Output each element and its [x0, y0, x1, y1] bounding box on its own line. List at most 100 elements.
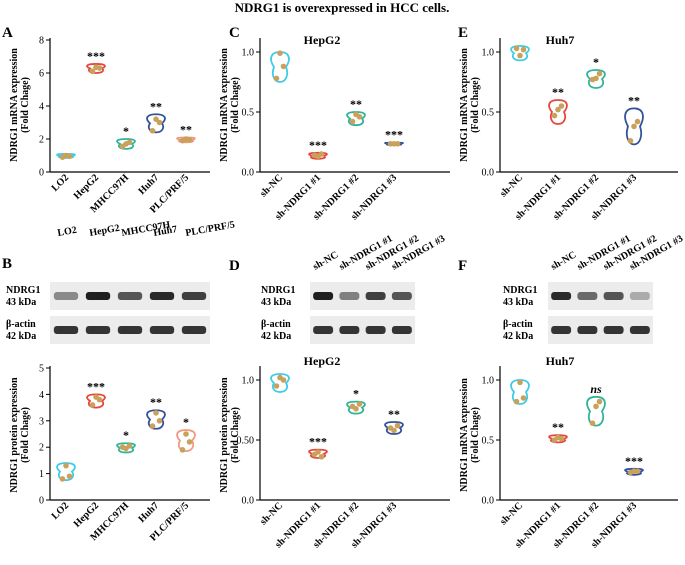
data-point-b-4	[183, 431, 189, 437]
significance-a-4: **	[180, 122, 192, 136]
y-tick-label-b: 2	[39, 443, 44, 454]
data-point-f-2	[589, 420, 596, 427]
violin-d-0	[270, 373, 290, 393]
y-tick-label-b: 3	[39, 416, 44, 427]
data-point-c-3	[394, 141, 401, 147]
data-point-d-0	[273, 383, 280, 389]
y-axis-label-a: NDRG1 mRNA expression	[9, 48, 20, 162]
chart-e: 0.0 0.5 1.0 NDRG1 mRNA expression (Fold Chag…	[459, 38, 678, 222]
violin-f-1	[548, 434, 568, 444]
data-point-d-3	[391, 427, 397, 434]
blot-lane-label-d-0: sh-NC	[311, 249, 340, 272]
data-point-e-1	[555, 106, 561, 113]
subtitle-c: HepG2	[304, 33, 341, 47]
blot-band-f-row1-3	[629, 292, 650, 300]
data-point-c-2	[356, 114, 363, 120]
category-label-b-3: Huh7	[136, 500, 161, 525]
blot-lane-label-f-0: sh-NC	[549, 249, 578, 272]
category-label-e-0: sh-NC	[498, 172, 525, 199]
data-point-f-3	[634, 468, 641, 475]
violin-e-1	[548, 99, 568, 125]
significance-c-3: ***	[385, 128, 403, 142]
panel-label-e: E	[458, 25, 468, 41]
violin-a-4	[176, 136, 196, 144]
blot-label-ndrg1-f: NDRG1	[503, 285, 537, 296]
blot-kda-ndrg1-d: 43 kDa	[261, 297, 291, 308]
blot-band-b-row2-1	[85, 326, 111, 334]
data-point-e-3	[634, 118, 641, 125]
panel-label-f: F	[458, 258, 467, 274]
blot-band-f-row2-2	[603, 326, 624, 334]
y-tick-label-c: 1.0	[242, 48, 255, 59]
y-tick-label-a: 0	[39, 168, 44, 179]
blot-kda-ndrg1-b: 43 kDa	[6, 297, 36, 308]
blot-label-actin-f: β-actin	[503, 319, 533, 330]
data-point-a-1	[96, 65, 103, 71]
blot-label-actin-b: β-actin	[6, 319, 36, 330]
blot-kda-actin-b: 42 kDa	[6, 331, 36, 342]
blot-band-d-row1-3	[391, 292, 412, 300]
y-tick-label-e: 0.0	[482, 168, 495, 179]
y-tick-label-a: 8	[39, 36, 44, 47]
y-axis-label-2-f: (Fold Chage)	[470, 407, 481, 463]
blot-band-b-row2-4	[181, 326, 207, 334]
blot-band-d-row1-2	[365, 292, 386, 300]
category-label-a-0: LO2	[50, 172, 72, 194]
violin-d-2	[346, 400, 366, 415]
blot-band-d-row2-1	[339, 326, 360, 334]
y-tick-label-a: 6	[39, 69, 44, 80]
significance-d-2: *	[353, 387, 359, 401]
significance-a-1: ***	[87, 49, 105, 63]
data-point-b-3	[153, 410, 159, 416]
panel-label-c: C	[229, 25, 240, 41]
y-tick-label-f: 0.5	[482, 436, 495, 447]
panel-label-d: D	[229, 258, 240, 274]
blot-lane-label-b-4: PLC/PRF/5	[185, 219, 236, 239]
blot-band-b-row1-2	[117, 292, 143, 300]
significance-c-1: ***	[309, 138, 327, 152]
data-point-e-2	[596, 70, 603, 77]
data-point-d-3	[394, 422, 401, 429]
category-label-a-1: HepG2	[72, 172, 101, 201]
data-point-a-0	[66, 153, 73, 160]
data-point-b-1	[89, 402, 96, 408]
violin-a-2	[116, 138, 136, 150]
y-tick-label-d: 0.0	[242, 496, 255, 507]
data-point-e-1	[558, 103, 565, 109]
data-point-e-3	[627, 138, 634, 144]
data-point-f-0	[513, 398, 520, 405]
data-point-a-3	[153, 116, 159, 122]
y-tick-label-e: 0.5	[482, 108, 495, 119]
blot-kda-actin-f: 42 kDa	[503, 331, 533, 342]
data-point-c-0	[273, 75, 280, 82]
data-point-a-3	[156, 119, 163, 126]
category-label-a-3: Huh7	[136, 172, 161, 197]
blot-band-b-row2-3	[149, 326, 175, 334]
significance-e-3: **	[628, 93, 640, 107]
chart-d: 0.0 0.50 1.0 NDRG1 protein expression (Fold …	[219, 366, 450, 550]
significance-d-1: ***	[309, 435, 327, 449]
violin-e-3	[624, 107, 644, 146]
y-tick-label-f: 1.0	[482, 376, 495, 387]
blot-lane-label-b-3: Huh7	[153, 224, 178, 239]
blot-band-f-row1-0	[551, 292, 572, 300]
significance-e-2: *	[593, 55, 599, 69]
violin-a-3	[146, 113, 166, 134]
data-point-e-0	[517, 52, 523, 59]
blot-band-b-row2-0	[53, 326, 79, 334]
violin-f-2	[586, 395, 606, 427]
y-axis-label-d: NDRG1 protein expression	[219, 377, 230, 493]
blot-kda-ndrg1-f: 43 kDa	[503, 297, 533, 308]
data-point-b-4	[186, 439, 193, 445]
y-axis-label-2-a: (Fold Chage)	[20, 77, 31, 133]
data-point-b-3	[156, 418, 163, 424]
significance-a-2: *	[123, 124, 129, 138]
significance-f-2: ns	[590, 382, 602, 396]
violin-d-3	[384, 421, 404, 435]
y-axis-label-2-b: (Fold Chage)	[20, 407, 31, 463]
blot-label-actin-d: β-actin	[261, 319, 291, 330]
violin-b-4	[176, 429, 196, 453]
data-point-b-3	[149, 423, 156, 429]
